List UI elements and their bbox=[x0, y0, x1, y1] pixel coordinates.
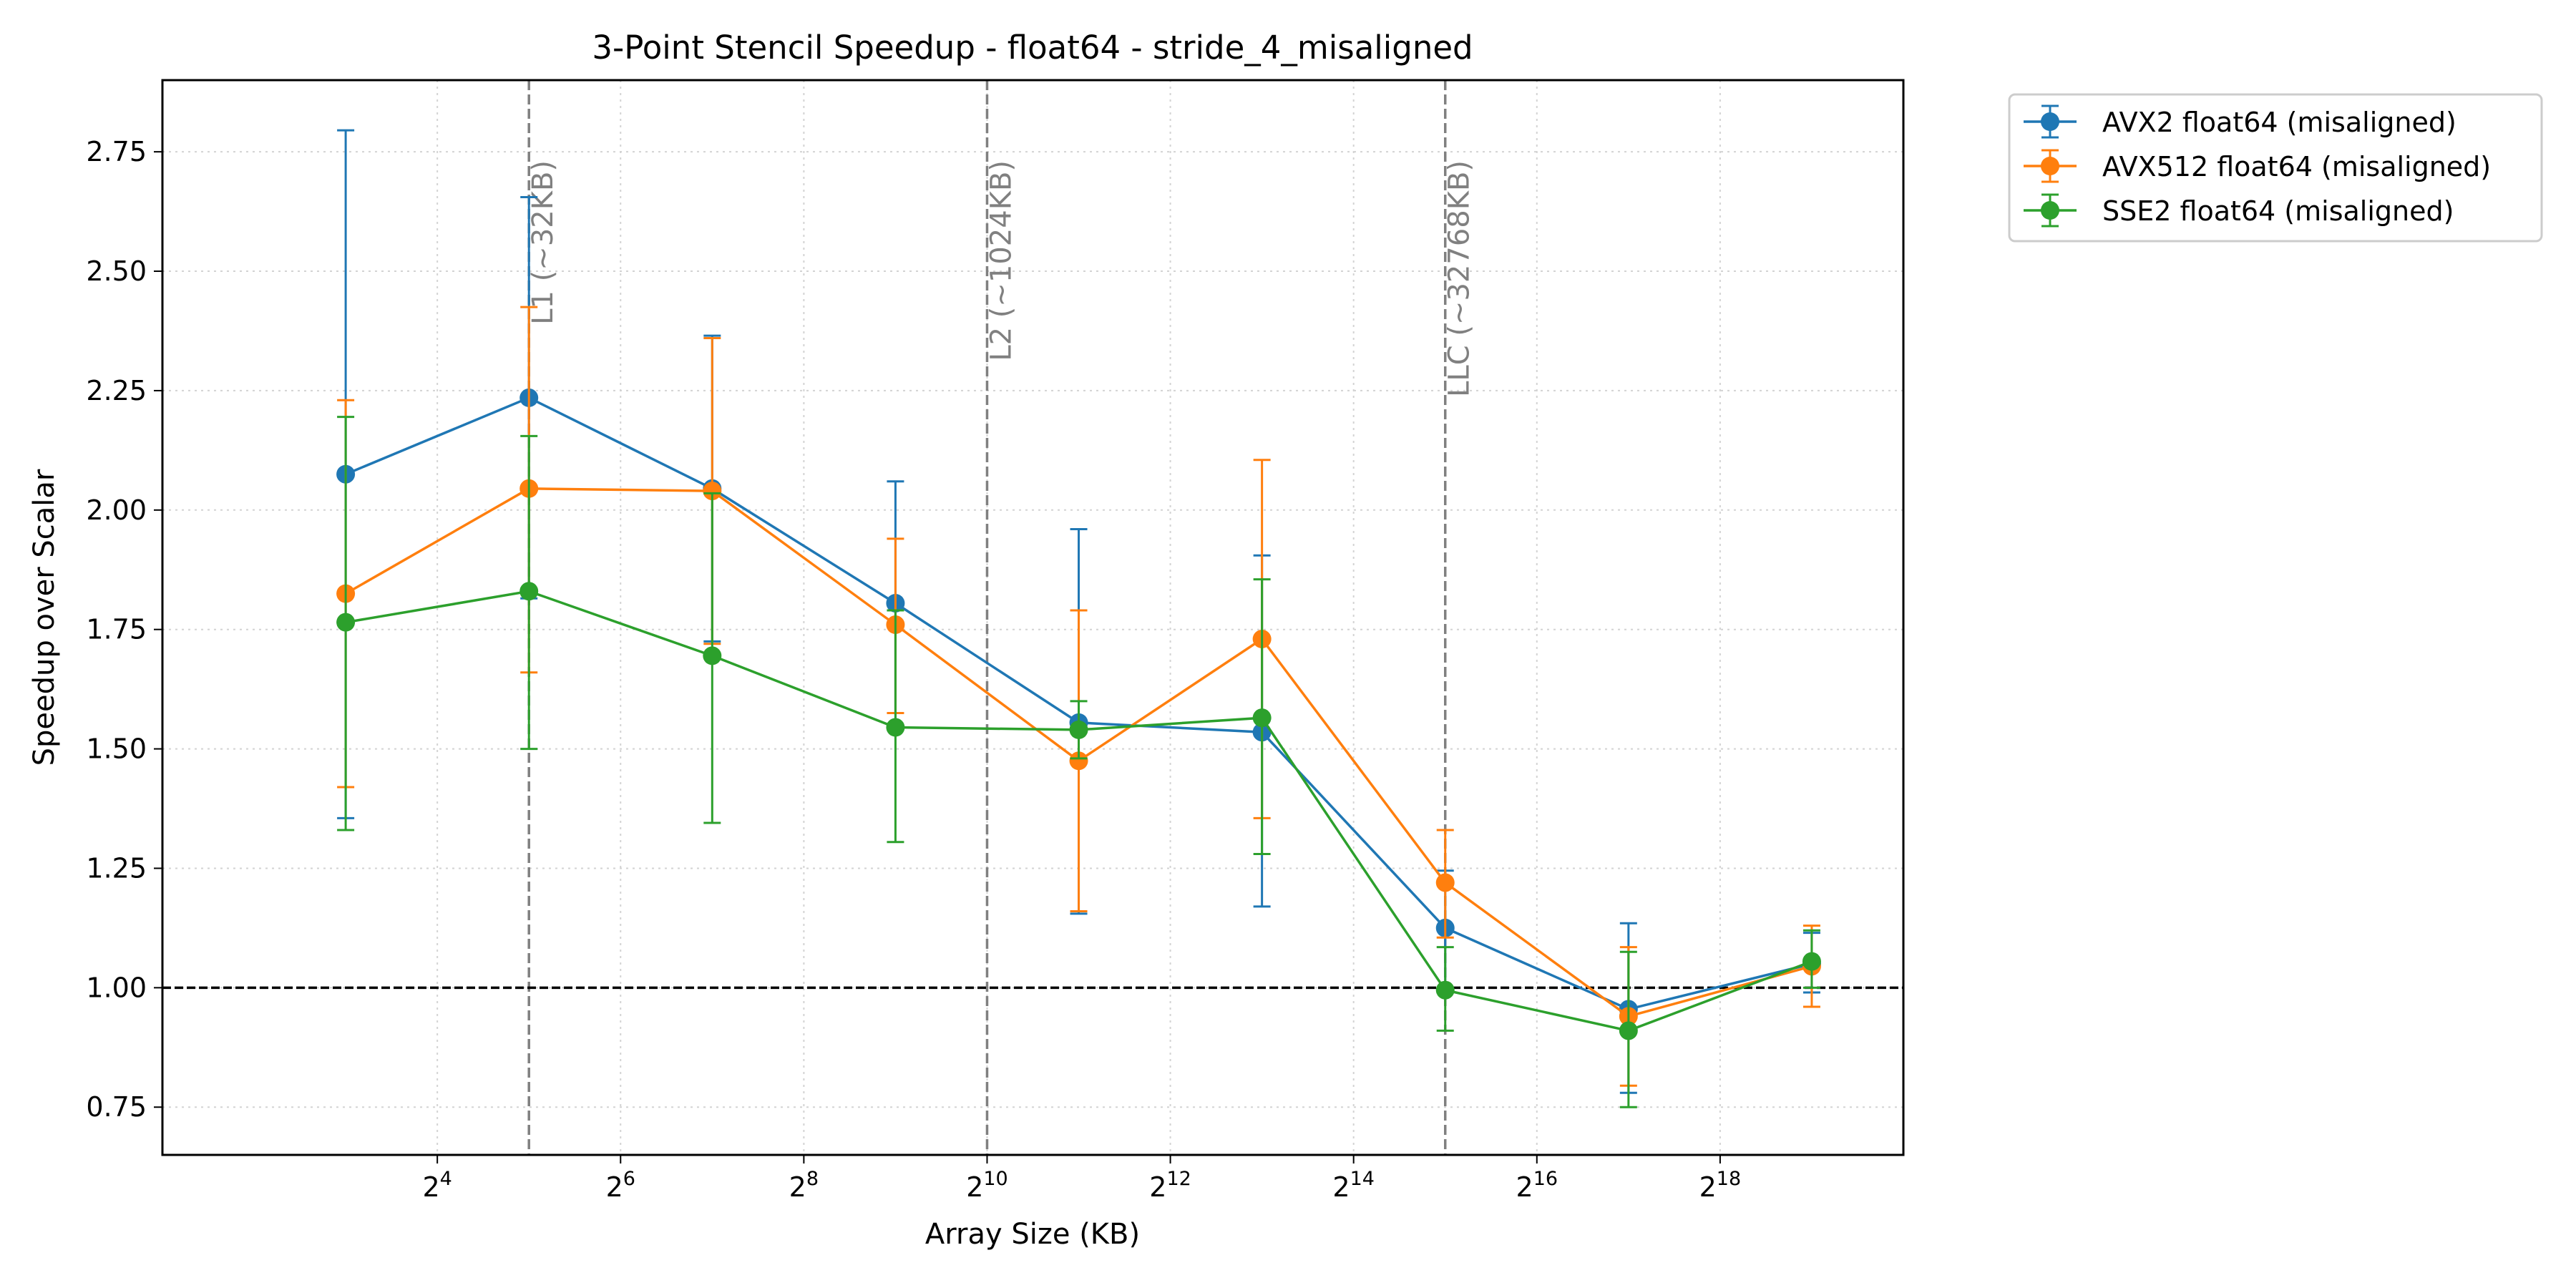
x-tick-label: 214 bbox=[1332, 1168, 1375, 1203]
x-tick-label: 212 bbox=[1149, 1168, 1191, 1203]
x-tick-label: 28 bbox=[789, 1168, 819, 1203]
y-axis-label: Speedup over Scalar bbox=[28, 469, 61, 766]
legend-marker bbox=[2041, 201, 2059, 220]
grid bbox=[162, 80, 1903, 1155]
legend-label: AVX2 float64 (misaligned) bbox=[2102, 107, 2457, 138]
data-point bbox=[1435, 873, 1455, 892]
x-tick-label: 216 bbox=[1516, 1168, 1558, 1203]
y-tick-label: 1.75 bbox=[86, 614, 147, 645]
x-tick-label: 218 bbox=[1699, 1168, 1742, 1203]
data-point bbox=[1802, 952, 1821, 971]
data-point bbox=[1069, 751, 1088, 771]
y-tick-label: 2.50 bbox=[86, 255, 147, 287]
data-point bbox=[1435, 980, 1455, 1000]
x-tick-label: 26 bbox=[606, 1168, 635, 1203]
series bbox=[336, 306, 1821, 1087]
cache-line-label: L1 (~32KB) bbox=[527, 160, 560, 325]
axes: 0.75 1.00 1.25 1.50 1.75 2.00 2.25 2.50 2.75 24 26… bbox=[86, 136, 1741, 1203]
y-tick-label: 1.00 bbox=[86, 972, 147, 1003]
legend-marker bbox=[2041, 157, 2059, 175]
x-tick-label: 210 bbox=[966, 1168, 1008, 1203]
data-point bbox=[1252, 708, 1272, 728]
data-point bbox=[1069, 720, 1088, 739]
data-point bbox=[336, 613, 356, 632]
legend-box bbox=[2008, 93, 2543, 243]
data-point bbox=[703, 646, 722, 665]
reference-lines: L1 (~32KB) L2 (~1024KB) LLC (~32768KB) bbox=[162, 80, 1903, 1155]
data-point bbox=[1619, 1021, 1638, 1040]
cache-line-label: LLC (~32768KB) bbox=[1443, 160, 1476, 397]
y-tick-label: 2.25 bbox=[86, 375, 147, 406]
series-layer bbox=[336, 129, 1821, 1108]
data-point bbox=[703, 482, 722, 501]
legend-label: AVX512 float64 (misaligned) bbox=[2102, 151, 2491, 182]
y-tick-label: 1.25 bbox=[86, 852, 147, 884]
y-tick-label: 2.00 bbox=[86, 494, 147, 526]
legend: AVX2 float64 (misaligned) AVX512 float64 … bbox=[2008, 93, 2543, 243]
x-tick-label: 24 bbox=[422, 1168, 452, 1203]
data-point bbox=[519, 582, 539, 601]
legend-label: SSE2 float64 (misaligned) bbox=[2102, 195, 2454, 227]
series bbox=[336, 416, 1821, 1108]
y-tick-label: 0.75 bbox=[86, 1091, 147, 1123]
data-point bbox=[886, 718, 905, 737]
legend-marker bbox=[2041, 112, 2059, 131]
cache-line-label: L2 (~1024KB) bbox=[985, 160, 1018, 361]
plot-frame bbox=[161, 79, 1905, 1156]
x-axis-label: Array Size (KB) bbox=[925, 1218, 1140, 1251]
y-tick-label: 1.50 bbox=[86, 733, 147, 765]
chart-title: 3-Point Stencil Speedup - float64 - stri… bbox=[592, 29, 1473, 67]
y-tick-label: 2.75 bbox=[86, 136, 147, 167]
